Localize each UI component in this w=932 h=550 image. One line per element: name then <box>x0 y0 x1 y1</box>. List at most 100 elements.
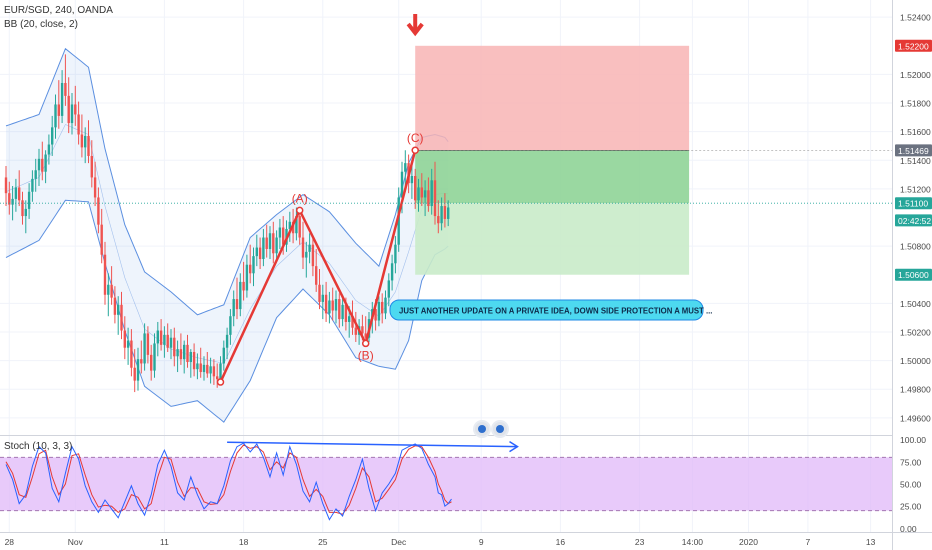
symbol-title: EUR/SGD, 240, OANDA <box>4 5 113 16</box>
candle-body <box>57 104 60 116</box>
candle-body <box>235 299 239 310</box>
price-tick-label: 1.49800 <box>900 385 931 395</box>
candle-body <box>173 337 176 357</box>
price-tick-label: 1.50000 <box>900 356 931 366</box>
candle-body <box>18 187 21 201</box>
callout-text: JUST ANOTHER UPDATE ON A PRIVATE IDEA, D… <box>399 307 712 316</box>
candle-body <box>77 114 80 135</box>
candle-body <box>153 343 156 371</box>
stoch-tick-label: 75.00 <box>900 457 922 467</box>
candle-body <box>341 304 344 320</box>
stop-loss-zone <box>415 45 690 151</box>
candle-body <box>272 233 275 254</box>
candle-body <box>387 280 390 298</box>
divergence-arrowhead <box>509 441 519 453</box>
wave-point <box>361 339 370 348</box>
price-tick-label: 1.52000 <box>900 70 931 80</box>
candle-body <box>295 216 298 234</box>
candle-body <box>351 316 354 328</box>
candle-body <box>278 227 282 238</box>
time-tick-label: 7 <box>806 537 811 547</box>
candle-body <box>186 344 189 363</box>
candle-body <box>206 364 209 374</box>
candle-body <box>143 333 146 364</box>
candle-body <box>176 349 179 357</box>
scroll-back-button[interactable] <box>475 422 489 436</box>
candle-body <box>209 366 212 374</box>
candle-body <box>404 163 407 172</box>
wave-line <box>219 149 417 383</box>
candle-body <box>301 237 305 258</box>
bb-upper-line <box>5 47 449 316</box>
candle-body <box>120 304 123 331</box>
candle-body <box>265 237 268 249</box>
candle-body <box>410 176 414 184</box>
overlays: JUST ANOTHER UPDATE ON A PRIVATE IDEA, D… <box>389 14 712 321</box>
candle-body <box>242 281 245 291</box>
candle-body <box>70 104 74 124</box>
price-tick-label: 1.50200 <box>900 327 931 337</box>
short-position-tool <box>415 45 892 275</box>
scroll-forward-button[interactable] <box>493 422 507 436</box>
price-tick-label: 1.52400 <box>900 13 931 23</box>
wave-point <box>216 378 225 386</box>
time-tick-label: 13 <box>866 537 876 547</box>
candle-body <box>110 284 113 298</box>
candle-body <box>126 340 130 348</box>
candle-body <box>51 127 54 145</box>
candle-body <box>331 300 334 311</box>
candle-body <box>67 95 70 124</box>
price-badge-label: 1.52200 <box>898 41 929 51</box>
candle-body <box>328 300 331 314</box>
price-badge <box>895 144 932 157</box>
candle-body <box>361 326 364 334</box>
candle-body <box>24 208 27 217</box>
candle-body <box>394 244 397 264</box>
price-badge <box>895 268 932 281</box>
candle-body <box>417 187 420 201</box>
candle-body <box>229 316 232 335</box>
candle-body <box>311 244 315 267</box>
price-badge <box>895 197 932 210</box>
price-badges: 1.52200 1.51469 1.51100 02:42:52 1.50600 <box>895 39 932 281</box>
candle-body <box>8 193 11 205</box>
candle-body <box>414 176 417 201</box>
price-tick-label: 1.49600 <box>900 413 931 423</box>
candle-body <box>179 349 183 360</box>
candle-body <box>133 367 136 381</box>
candle-body <box>348 316 351 322</box>
price-badge <box>895 39 932 52</box>
price-badge-label: 1.50600 <box>898 270 929 280</box>
time-tick-label: 14:00 <box>682 537 704 547</box>
candle-body <box>80 134 84 148</box>
price-tick-label: 1.51600 <box>900 127 931 137</box>
candle-body <box>97 197 100 225</box>
candle-body <box>437 216 440 224</box>
abc-wave-pattern: (A) (B) (C) <box>216 131 424 386</box>
candle-body <box>34 170 37 179</box>
candle-body <box>113 297 117 315</box>
stoch-tick-label: 50.00 <box>900 480 922 490</box>
candle-body <box>41 158 44 172</box>
candle-body <box>275 237 278 254</box>
price-tick-label: 1.51800 <box>900 99 931 109</box>
candle-body <box>159 330 163 345</box>
stoch-tick-label: 25.00 <box>900 502 922 512</box>
candle-body <box>166 334 169 348</box>
profit-zone-remaining <box>415 203 690 275</box>
candle-body <box>84 135 87 148</box>
candle-body <box>447 207 450 219</box>
candle-body <box>225 334 229 348</box>
time-tick-label: 2020 <box>739 537 758 547</box>
time-tick-label: 11 <box>160 537 169 547</box>
candle-body <box>440 206 443 224</box>
candle-body <box>427 190 430 207</box>
candle-body <box>262 237 265 259</box>
candle-body <box>107 284 110 295</box>
candle-body <box>183 344 186 360</box>
stoch-tick-label: 0.00 <box>900 524 917 534</box>
candle-body <box>54 104 57 128</box>
candle-body <box>4 177 8 194</box>
candle-body <box>103 254 107 295</box>
